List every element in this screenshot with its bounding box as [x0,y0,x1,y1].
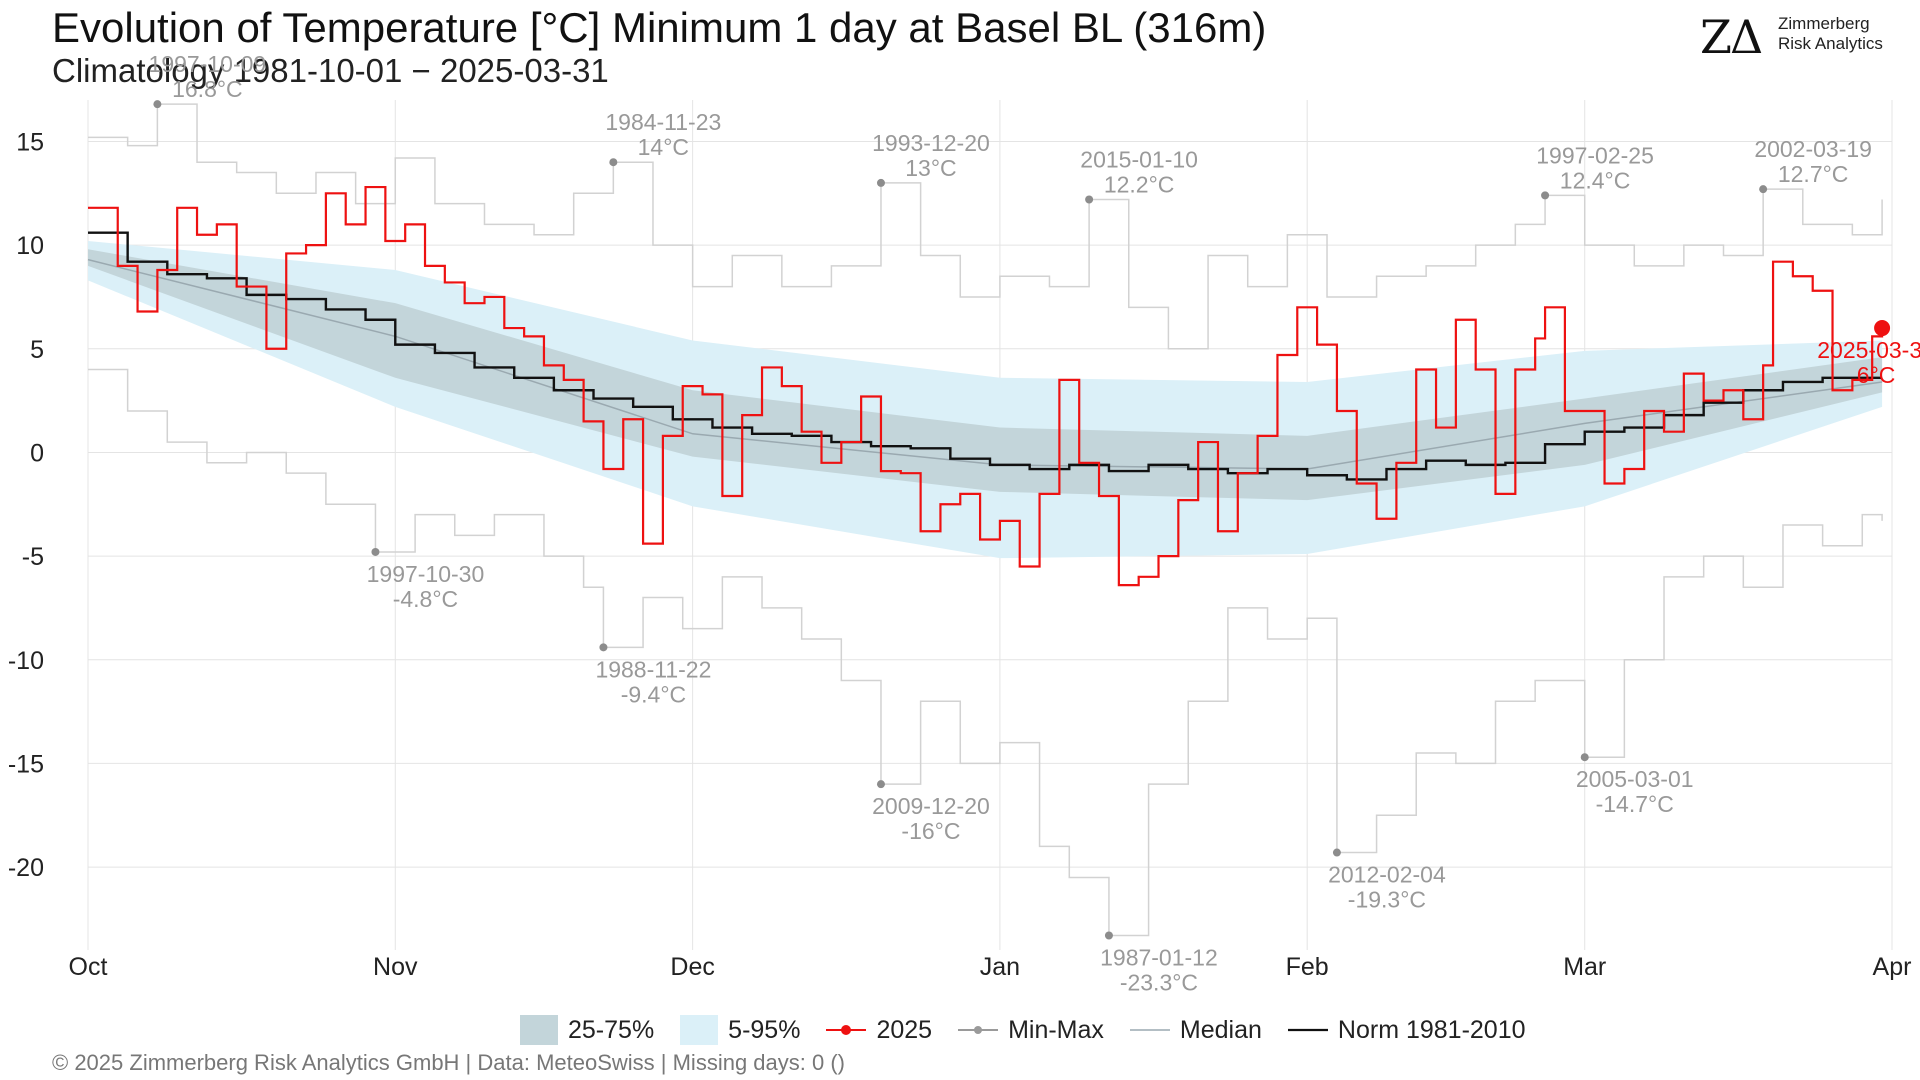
annotation-point [371,547,380,556]
y-tick-label: -5 [22,543,44,571]
annotation-value: -9.4°C [621,681,686,707]
chart-title: Evolution of Temperature [°C] Minimum 1 … [52,4,1267,51]
legend-swatch-median [1129,1029,1170,1031]
legend-label-q25-75: 25-75% [568,1015,655,1044]
annotation-point [1874,320,1891,337]
annotation-value: 12.4°C [1560,167,1631,193]
y-tick-label: 10 [16,232,44,260]
legend-item-minmax: Min-Max [958,1016,1104,1045]
annotation-date: 1993-12-20 [872,130,990,156]
annotation-point [1759,185,1768,194]
legend-item-q25-75: 25-75% [520,1015,654,1045]
series-norm [88,231,1883,481]
y-tick-label: -15 [8,750,44,778]
annotation-point [1580,753,1589,762]
band-q25-75 [88,249,1883,501]
annotation-value: -19.3°C [1348,887,1426,913]
annotation-point [153,100,162,109]
annotation-value: 12.2°C [1104,172,1175,198]
legend-item-2025: 2025 [826,1016,932,1045]
annotation-date: 2012-02-04 [1328,862,1446,888]
logo-text: Zimmerberg Risk Analytics [1778,14,1883,54]
legend-label-q5-95: 5-95% [728,1015,801,1044]
annotation-date: 1984-11-23 [605,109,721,135]
legend-label-norm: Norm 1981-2010 [1337,1015,1526,1044]
y-tick-label: 5 [30,336,44,364]
legend-swatch-q5-95 [680,1015,719,1045]
annotation-date: 2015-01-10 [1080,147,1198,173]
annotation-date: 2005-03-01 [1576,766,1694,792]
legend-label-minmax: Min-Max [1008,1015,1104,1044]
logo-line1: Zimmerberg [1778,14,1870,33]
legend-swatch-norm [1287,1028,1328,1032]
annotation-date: 2009-12-20 [872,793,990,819]
annotation-point [1085,195,1094,204]
temperature-chart: 15 10 5 0 -5 -10 -15 -20 Oct Nov Dec Jan Feb Mar Apr 19… [8,51,1920,995]
annotation-date: 1997-02-25 [1536,142,1654,168]
x-tick-label: Feb [1286,953,1329,981]
x-tick-label: Dec [670,953,714,981]
annotation-point [876,178,885,187]
legend-item-median: Median [1129,1015,1262,1045]
legend: 25-75% 5-95% 2025 Min-Max Median Norm 19… [520,1012,1552,1048]
annotation-value: -16°C [901,818,960,844]
y-tick-label: 15 [16,128,44,156]
legend-item-norm: Norm 1981-2010 [1287,1015,1526,1045]
legend-item-q5-95: 5-95% [680,1015,800,1045]
legend-swatch-2025 [826,1025,867,1035]
logo-mark: ZΔ [1700,10,1763,64]
annotation-point [876,780,885,789]
series-2025 [88,185,1884,587]
annotation-value: 12.7°C [1778,161,1849,187]
annotation-date: 2002-03-19 [1754,136,1872,162]
logo-line2: Risk Analytics [1778,34,1883,53]
annotation-value: 6°C [1857,362,1896,388]
legend-label-2025: 2025 [876,1015,933,1044]
annotation-value: -23.3°C [1120,969,1198,995]
annotation-point [1104,931,1113,940]
annotation-date: 2025-03-31 [1817,337,1920,363]
annotation-point [599,643,608,652]
x-tick-label: Nov [373,953,418,981]
company-logo: ZΔ Zimmerberg Risk Analytics [1700,10,1900,64]
x-tick-label: Oct [69,953,108,981]
series-max [88,103,1883,350]
y-tick-label: -20 [8,854,44,882]
annotation-value: 13°C [905,155,956,181]
chart-subtitle: Climatology 1981-10-01 − 2025-03-31 [52,52,609,89]
x-tick-label: Mar [1563,953,1606,981]
legend-label-median: Median [1179,1015,1262,1044]
annotation-date: 1997-10-30 [367,561,485,587]
legend-swatch-minmax [958,1026,999,1034]
annotation-value: 16.8°C [172,76,243,102]
annotation-date: 1997-10-09 [149,51,267,77]
y-tick-label: -10 [8,647,44,675]
annotation-value: 14°C [638,134,689,160]
footer-credit: © 2025 Zimmerberg Risk Analytics GmbH | … [52,1050,845,1075]
annotation-point [1541,191,1550,200]
annotation-point [609,158,618,167]
series-min [88,368,1883,937]
annotation-date: 1987-01-12 [1100,944,1218,970]
legend-swatch-q25-75 [520,1015,558,1045]
annotation-point [1332,848,1341,857]
x-tick-label: Jan [980,953,1020,981]
annotation-value: -14.7°C [1596,791,1674,817]
y-tick-label: 0 [30,439,44,467]
x-tick-label: Apr [1873,953,1912,981]
annotation-value: -4.8°C [393,586,458,612]
annotation-date: 1988-11-22 [595,656,711,682]
